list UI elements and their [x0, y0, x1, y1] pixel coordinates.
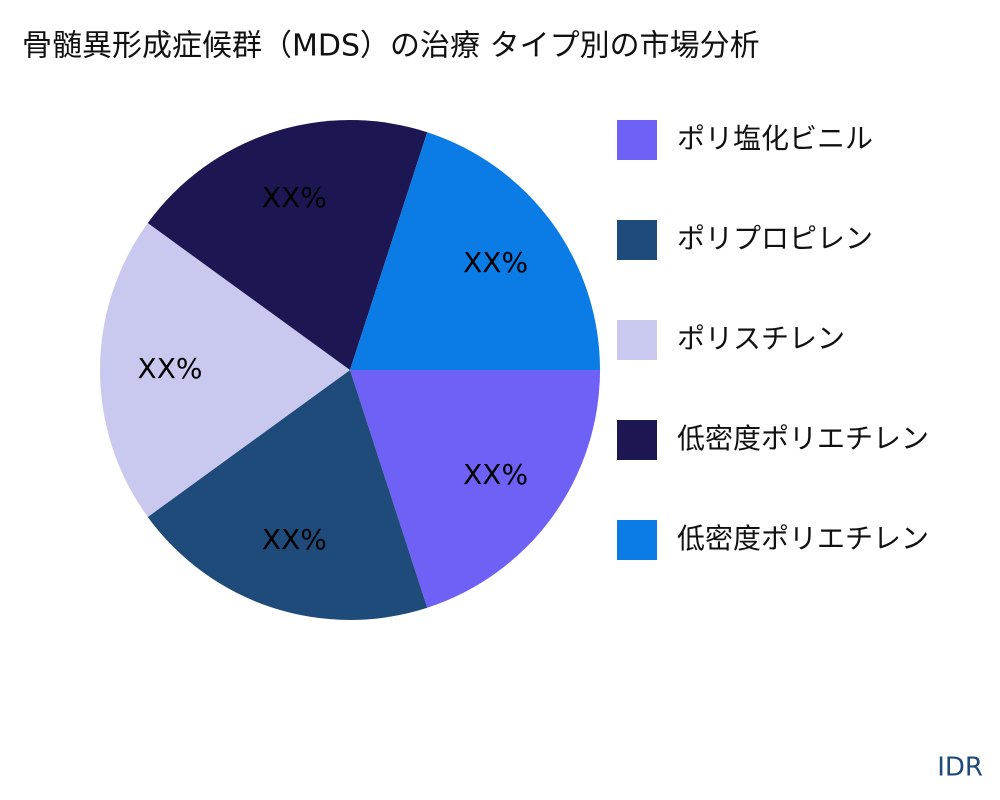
- pie-slice: [100, 223, 350, 517]
- pie-slice: [350, 370, 600, 608]
- data-label: XX%: [138, 352, 203, 385]
- legend-label: 低密度ポリエチレン: [677, 522, 929, 555]
- legend-swatch: [617, 520, 657, 560]
- legend-label: ポリ塩化ビニル: [677, 122, 873, 155]
- legend-swatch: [617, 120, 657, 160]
- legend-swatch: [617, 220, 657, 260]
- pie-slice: [350, 132, 600, 370]
- pie-slice: [147, 370, 428, 620]
- legend-label: 低密度ポリエチレン: [677, 422, 929, 455]
- legend-swatch: [617, 420, 657, 460]
- data-label: XX%: [262, 181, 327, 214]
- data-label: XX%: [463, 458, 528, 491]
- legend-label: ポリプロピレン: [677, 222, 873, 255]
- pie-slice: [147, 120, 428, 370]
- chart-title: 骨髄異形成症候群（MDS）の治療 タイプ別の市場分析: [22, 29, 760, 64]
- data-label: XX%: [262, 523, 327, 556]
- source: IDR: [937, 753, 983, 783]
- data-label: XX%: [463, 246, 528, 279]
- legend-label: ポリスチレン: [677, 322, 845, 355]
- legend-swatch: [617, 320, 657, 360]
